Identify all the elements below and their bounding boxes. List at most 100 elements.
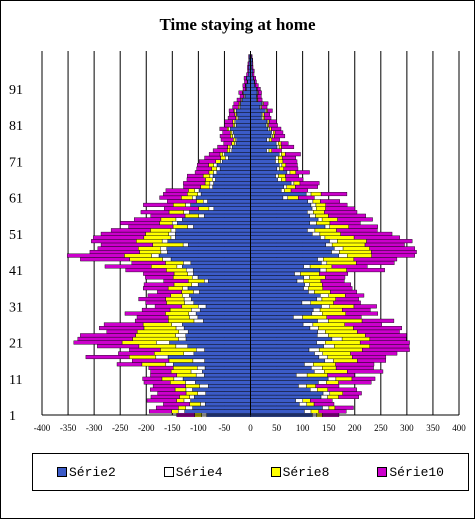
bar-segment xyxy=(176,373,197,378)
bar-segment xyxy=(185,387,193,392)
bar-segment xyxy=(170,369,192,374)
bar-segment xyxy=(182,217,251,222)
bar-segment xyxy=(194,188,200,193)
bar-segment xyxy=(369,336,407,341)
bar-segment xyxy=(250,134,272,139)
bar-segment xyxy=(236,137,251,142)
bar-segment xyxy=(200,192,251,197)
bar-segment xyxy=(234,123,237,128)
bar-segment xyxy=(316,221,331,226)
bar-segment xyxy=(193,351,251,356)
bar-segment xyxy=(278,159,284,164)
bar-segment xyxy=(195,373,205,378)
bar-segment xyxy=(219,166,251,171)
bar-segment xyxy=(351,376,376,381)
bar-segment xyxy=(310,398,333,403)
bar-segment xyxy=(189,293,251,298)
bar-segment xyxy=(197,275,251,280)
bar-segment xyxy=(228,126,231,131)
bar-segment xyxy=(239,94,244,99)
bar-segment xyxy=(255,83,259,88)
bar-segment xyxy=(296,278,304,283)
bar-segment xyxy=(213,206,251,211)
bar-segment xyxy=(168,318,195,323)
bar-segment xyxy=(97,246,139,251)
bar-segment xyxy=(197,391,206,396)
bar-segment xyxy=(208,384,251,389)
bar-segment xyxy=(281,163,287,168)
bar-segment xyxy=(250,184,284,189)
bar-segment xyxy=(317,318,329,323)
bar-segment xyxy=(269,126,272,131)
bar-segment xyxy=(335,376,353,381)
bar-segment xyxy=(175,333,186,338)
bar-segment xyxy=(205,391,251,396)
bar-segment xyxy=(204,365,251,370)
bar-segment xyxy=(124,311,166,316)
bar-segment xyxy=(310,300,334,305)
y-tick-label: 1 xyxy=(9,409,16,424)
bar-segment xyxy=(143,282,175,287)
bar-segment xyxy=(268,148,272,153)
bar-segment xyxy=(271,137,280,142)
bar-segment xyxy=(250,373,297,378)
bar-segment xyxy=(160,246,167,251)
bar-segment xyxy=(184,409,251,414)
bar-segment xyxy=(250,278,298,283)
bar-segment xyxy=(371,253,415,258)
bar-segment xyxy=(159,221,173,226)
bar-segment xyxy=(192,387,251,392)
bar-segment xyxy=(197,163,209,168)
bar-segment xyxy=(310,409,319,414)
bar-segment xyxy=(227,126,230,131)
bar-segment xyxy=(327,387,358,392)
bar-segment xyxy=(164,206,199,211)
bar-segment xyxy=(209,181,214,186)
bar-segment xyxy=(287,195,299,200)
bar-segment xyxy=(171,221,178,226)
bar-segment xyxy=(356,260,395,265)
bar-segment xyxy=(250,97,257,102)
chart-title: Time staying at home xyxy=(159,15,316,34)
bar-segment xyxy=(167,355,251,360)
bar-segment xyxy=(347,369,384,374)
bar-segment xyxy=(146,398,177,403)
bar-segment xyxy=(293,315,303,320)
bar-segment xyxy=(250,239,330,244)
bar-segment xyxy=(191,307,201,312)
bar-segment xyxy=(275,141,279,146)
bar-segment xyxy=(250,391,324,396)
bar-segment xyxy=(138,246,161,251)
bar-segment xyxy=(208,170,214,175)
bar-segment xyxy=(325,242,333,247)
bar-segment xyxy=(155,405,179,410)
bar-segment xyxy=(232,119,235,124)
bar-segment xyxy=(157,391,187,396)
bar-segment xyxy=(271,148,282,153)
bar-segment xyxy=(250,137,267,142)
bar-segment xyxy=(250,275,305,280)
bar-segment xyxy=(175,235,251,240)
bar-segment xyxy=(198,213,205,218)
bar-segment xyxy=(163,402,190,407)
bar-segment xyxy=(229,144,233,149)
bar-segment xyxy=(217,144,228,149)
bar-segment xyxy=(165,260,184,265)
bar-segment xyxy=(282,155,296,160)
bar-segment xyxy=(281,177,287,182)
bar-segment xyxy=(172,275,193,280)
bar-segment xyxy=(250,195,284,200)
bar-segment xyxy=(250,355,320,360)
bar-segment xyxy=(289,170,297,175)
bar-segment xyxy=(150,387,176,392)
legend-entry: Série8 xyxy=(270,465,329,480)
bar-segment xyxy=(283,184,287,189)
bar-segment xyxy=(357,329,400,334)
bar-segment xyxy=(309,326,319,331)
bar-segment xyxy=(250,235,321,240)
bar-segment xyxy=(215,177,251,182)
bar-segment xyxy=(235,119,251,124)
bar-segment xyxy=(317,333,329,338)
bar-segment xyxy=(80,257,130,262)
bar-segment xyxy=(139,249,162,255)
